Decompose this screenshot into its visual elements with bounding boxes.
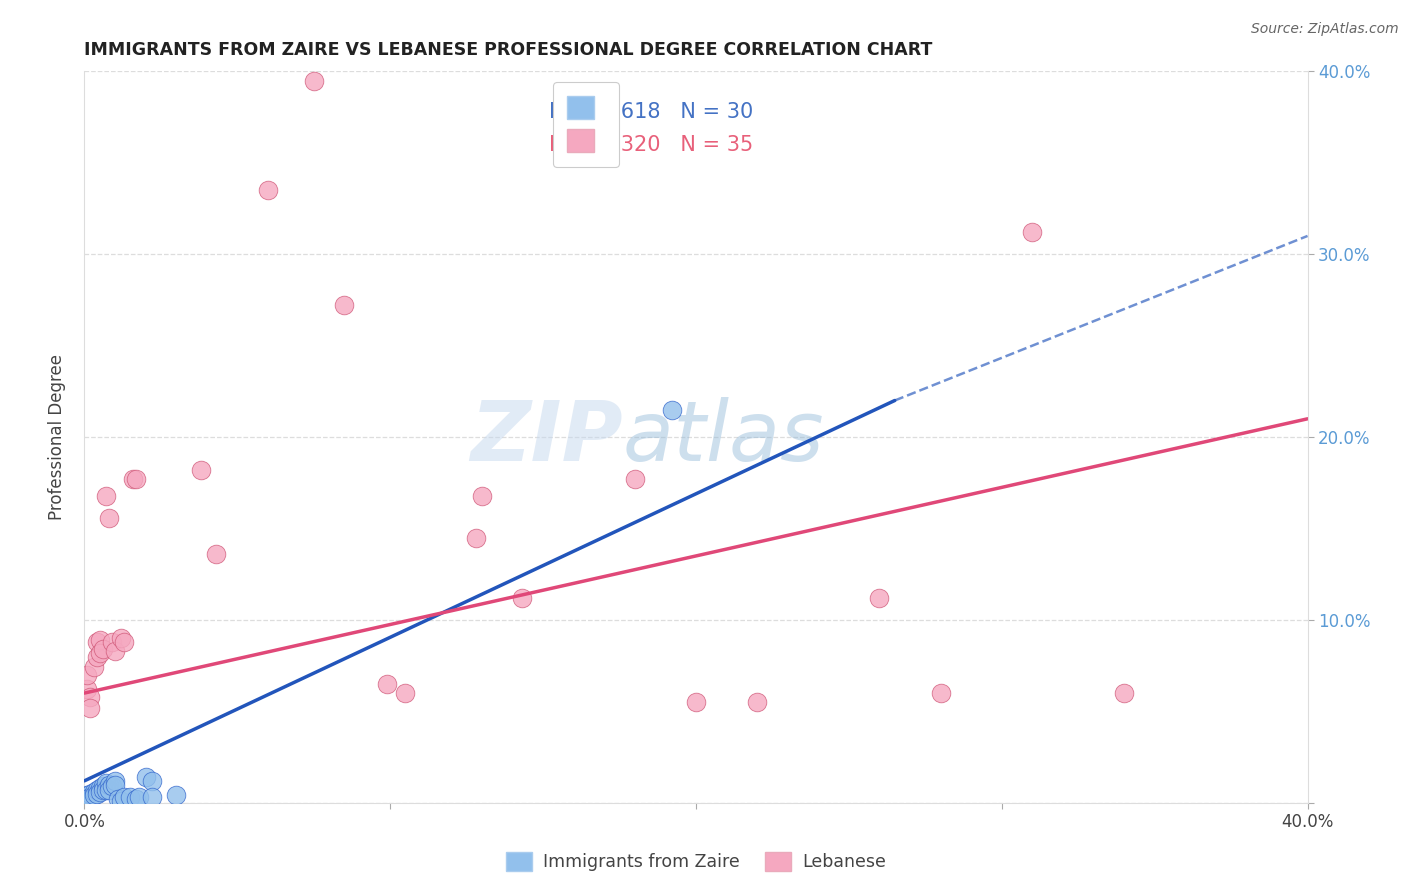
Point bbox=[91, 642, 114, 657]
Point bbox=[104, 644, 127, 658]
Point bbox=[1114, 686, 1136, 700]
Point bbox=[94, 783, 117, 797]
Point bbox=[110, 794, 132, 808]
Point bbox=[624, 472, 647, 486]
Point bbox=[302, 73, 325, 87]
Point bbox=[141, 773, 163, 788]
Point bbox=[205, 547, 228, 561]
Y-axis label: Professional Degree: Professional Degree bbox=[48, 354, 66, 520]
Point bbox=[89, 646, 111, 660]
Point bbox=[333, 298, 356, 312]
Point bbox=[104, 773, 127, 788]
Point bbox=[747, 695, 769, 709]
Point bbox=[83, 789, 105, 803]
Point bbox=[107, 792, 129, 806]
Point bbox=[120, 790, 142, 805]
Point bbox=[112, 790, 135, 805]
Point bbox=[86, 783, 108, 797]
Legend: Immigrants from Zaire, Lebanese: Immigrants from Zaire, Lebanese bbox=[499, 845, 893, 879]
Point bbox=[79, 700, 101, 714]
Point bbox=[869, 591, 891, 605]
Point bbox=[94, 489, 117, 503]
Text: R =  0.320   N = 35: R = 0.320 N = 35 bbox=[550, 135, 754, 154]
Point bbox=[89, 781, 111, 796]
Point bbox=[1021, 225, 1043, 239]
Point bbox=[86, 649, 108, 664]
Point bbox=[89, 633, 111, 648]
Text: Source: ZipAtlas.com: Source: ZipAtlas.com bbox=[1251, 22, 1399, 37]
Point bbox=[110, 632, 132, 646]
Point bbox=[97, 777, 120, 792]
Point bbox=[83, 785, 105, 799]
Point bbox=[79, 790, 101, 805]
Point bbox=[76, 682, 98, 697]
Point bbox=[97, 510, 120, 524]
Text: R =  0.618   N = 30: R = 0.618 N = 30 bbox=[550, 102, 754, 121]
Point bbox=[125, 472, 148, 486]
Point bbox=[76, 667, 98, 681]
Text: atlas: atlas bbox=[623, 397, 824, 477]
Point bbox=[165, 789, 187, 803]
Point bbox=[97, 783, 120, 797]
Point bbox=[141, 790, 163, 805]
Point bbox=[685, 695, 707, 709]
Point bbox=[79, 690, 101, 704]
Point bbox=[125, 792, 148, 806]
Point bbox=[661, 402, 683, 417]
Point bbox=[128, 790, 150, 805]
Point bbox=[76, 792, 98, 806]
Point bbox=[89, 785, 111, 799]
Point bbox=[101, 780, 124, 794]
Point bbox=[135, 770, 157, 784]
Point bbox=[104, 777, 127, 792]
Point bbox=[257, 183, 280, 197]
Point bbox=[101, 635, 124, 649]
Text: IMMIGRANTS FROM ZAIRE VS LEBANESE PROFESSIONAL DEGREE CORRELATION CHART: IMMIGRANTS FROM ZAIRE VS LEBANESE PROFES… bbox=[84, 41, 932, 59]
Point bbox=[190, 463, 212, 477]
Point bbox=[464, 531, 486, 545]
Point bbox=[91, 783, 114, 797]
Point bbox=[79, 787, 101, 801]
Point bbox=[94, 775, 117, 789]
Point bbox=[86, 635, 108, 649]
Point bbox=[86, 787, 108, 801]
Point bbox=[122, 472, 145, 486]
Point bbox=[929, 686, 952, 700]
Point bbox=[112, 635, 135, 649]
Point bbox=[83, 660, 105, 674]
Point bbox=[510, 591, 533, 605]
Point bbox=[471, 489, 494, 503]
Point bbox=[76, 789, 98, 803]
Point bbox=[91, 780, 114, 794]
Point bbox=[394, 686, 416, 700]
Text: ZIP: ZIP bbox=[470, 397, 623, 477]
Point bbox=[375, 677, 398, 691]
